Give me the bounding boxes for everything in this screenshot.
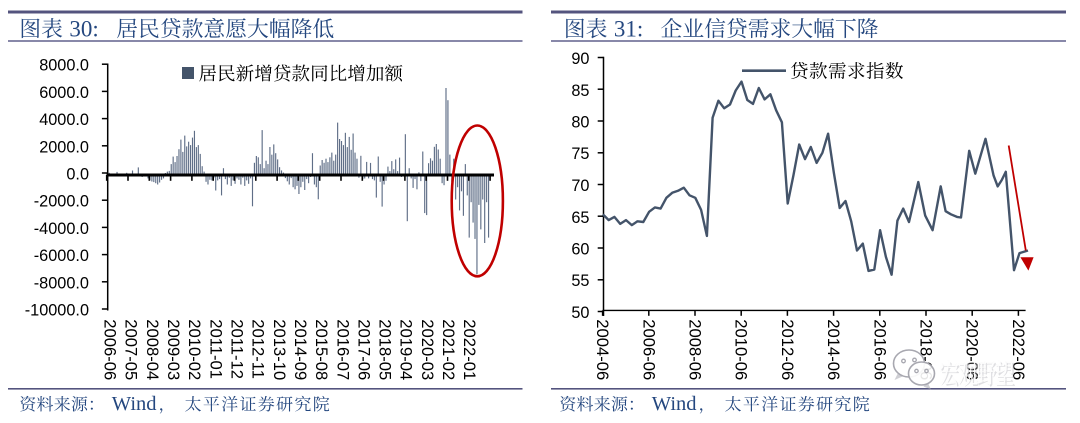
svg-text:2013-10: 2013-10 xyxy=(270,319,289,380)
svg-text:60: 60 xyxy=(571,241,589,259)
svg-text:-10000.0: -10000.0 xyxy=(25,302,89,320)
svg-text:Wind: Wind xyxy=(652,393,697,415)
svg-text:2004-06: 2004-06 xyxy=(593,319,612,380)
svg-text:55: 55 xyxy=(571,272,589,290)
svg-text:90: 90 xyxy=(571,50,589,68)
svg-text:75: 75 xyxy=(571,145,589,163)
svg-text:2016-06: 2016-06 xyxy=(870,319,889,380)
svg-text:-4000.0: -4000.0 xyxy=(34,220,89,238)
svg-text:2017-06: 2017-06 xyxy=(354,319,373,380)
svg-text:-8000.0: -8000.0 xyxy=(34,274,89,292)
svg-text:2010-06: 2010-06 xyxy=(732,319,751,380)
svg-text:31:: 31: xyxy=(614,16,643,41)
svg-text:80: 80 xyxy=(571,114,589,132)
svg-text:6000.0: 6000.0 xyxy=(39,84,89,102)
svg-text:2016-07: 2016-07 xyxy=(333,319,352,380)
svg-text:2010-02: 2010-02 xyxy=(185,319,204,380)
svg-text:8000.0: 8000.0 xyxy=(39,57,89,75)
svg-text:2011-01: 2011-01 xyxy=(206,319,225,379)
svg-text:2014-06: 2014-06 xyxy=(824,319,843,380)
svg-text:Wind: Wind xyxy=(112,393,157,415)
svg-text:70: 70 xyxy=(571,177,589,195)
svg-text:-6000.0: -6000.0 xyxy=(34,247,89,265)
svg-text:2007-05: 2007-05 xyxy=(122,319,141,380)
svg-text:2021-02: 2021-02 xyxy=(439,319,458,380)
svg-text:2022-01: 2022-01 xyxy=(460,319,479,380)
svg-text:2011-12: 2011-12 xyxy=(228,319,247,379)
svg-text:2014-09: 2014-09 xyxy=(291,319,310,380)
svg-text:50: 50 xyxy=(571,304,589,322)
svg-text:4000.0: 4000.0 xyxy=(39,111,89,129)
svg-text:2006-06: 2006-06 xyxy=(639,319,658,380)
svg-text:2015-08: 2015-08 xyxy=(312,319,331,380)
svg-text:2006-06: 2006-06 xyxy=(101,319,120,380)
svg-text:2000.0: 2000.0 xyxy=(39,138,89,156)
svg-text:2019-04: 2019-04 xyxy=(397,319,416,380)
svg-text:2008-06: 2008-06 xyxy=(686,319,705,380)
svg-text:30:: 30: xyxy=(69,16,98,41)
svg-text:85: 85 xyxy=(571,82,589,100)
svg-text:2008-04: 2008-04 xyxy=(143,319,162,380)
svg-text:2009-03: 2009-03 xyxy=(164,319,183,380)
svg-text:2012-06: 2012-06 xyxy=(778,319,797,380)
svg-text:0.0: 0.0 xyxy=(66,166,89,184)
svg-text:2012-11: 2012-11 xyxy=(249,319,268,379)
svg-text:2020-03: 2020-03 xyxy=(418,319,437,380)
svg-text:-2000.0: -2000.0 xyxy=(34,193,89,211)
svg-text:2018-05: 2018-05 xyxy=(376,319,395,380)
svg-text:65: 65 xyxy=(571,209,589,227)
